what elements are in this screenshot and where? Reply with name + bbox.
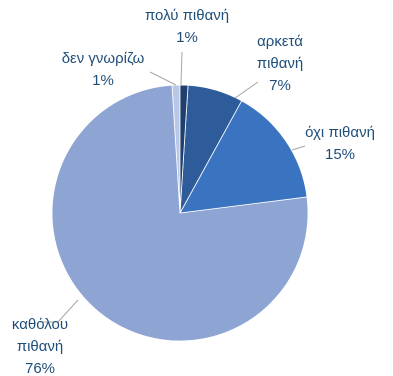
category-label: αρκετά πιθανή <box>256 33 304 72</box>
value-label: 1% <box>92 72 114 89</box>
value-label: 15% <box>324 146 356 163</box>
data-label: δεν γνωρίζω 1% <box>43 48 163 92</box>
category-label: δεν γνωρίζω <box>61 50 145 67</box>
leader-line <box>180 51 183 86</box>
value-label: 1% <box>176 29 198 46</box>
data-label: πολύ πιθανή 1% <box>127 5 247 49</box>
category-label: όχι πιθανή <box>305 124 375 141</box>
leader-line <box>149 71 177 86</box>
leader-lines <box>40 51 306 323</box>
leader-line <box>40 299 79 323</box>
data-label: αρκετά πιθανή 7% <box>245 31 315 97</box>
data-label: όχι πιθανή 15% <box>280 122 393 166</box>
value-label: 7% <box>269 77 291 94</box>
leader-line <box>291 145 306 151</box>
value-label: 76% <box>24 360 56 376</box>
data-label: καθόλου πιθανή 76% <box>0 314 80 376</box>
category-label: καθόλου πιθανή <box>11 316 69 355</box>
pie-slice <box>179 100 308 214</box>
category-label: πολύ πιθανή <box>144 7 230 24</box>
pie-slice <box>179 84 189 214</box>
leader-line <box>234 81 259 99</box>
